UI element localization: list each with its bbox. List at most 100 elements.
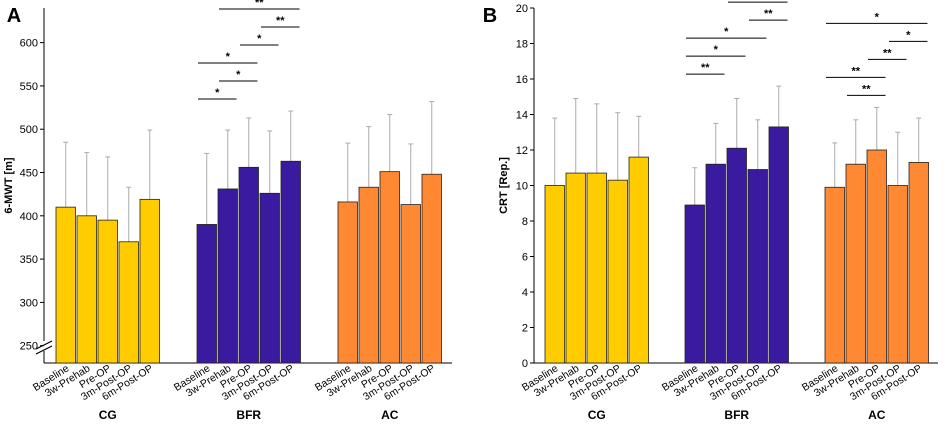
y-tick-label: 550 xyxy=(20,81,38,93)
y-tick-label: 18 xyxy=(516,39,528,51)
y-axis-title: 6-MWT [m] xyxy=(3,157,15,214)
y-tick-label: 16 xyxy=(516,74,528,86)
series-BFR: Baseline3w-PrehabPre-OP3m-Post-OP6m-Post… xyxy=(660,85,789,422)
significance-label: * xyxy=(257,33,262,45)
y-tick-label: 600 xyxy=(20,38,38,50)
bar xyxy=(358,186,379,364)
panel-label: A xyxy=(7,5,21,27)
significance-bracket: * xyxy=(889,29,928,42)
bar xyxy=(705,163,726,364)
significance-bracket: ** xyxy=(749,8,788,21)
y-tick-label: 14 xyxy=(516,110,528,122)
significance-label: ** xyxy=(883,47,892,59)
bar xyxy=(217,188,238,364)
y-tick-label: 450 xyxy=(20,168,38,180)
bar xyxy=(565,172,586,364)
bar xyxy=(908,162,929,364)
significance-bracket: ** xyxy=(826,65,886,78)
significance-label: ** xyxy=(862,83,871,95)
significance-label: * xyxy=(724,26,729,38)
y-tick-label: 300 xyxy=(20,297,38,309)
significance-label: * xyxy=(226,51,231,63)
significance-label: ** xyxy=(701,62,710,74)
significance-bracket: ** xyxy=(686,62,725,75)
bar xyxy=(280,160,301,364)
group-label: BFR xyxy=(724,408,749,422)
group-label: AC xyxy=(381,408,399,422)
significance-bracket: ** xyxy=(728,0,788,3)
y-tick-label: 2 xyxy=(522,323,528,335)
significance-label: ** xyxy=(276,15,285,27)
significance-bracket: * xyxy=(219,69,258,82)
bar xyxy=(337,201,358,364)
significance-bracket: * xyxy=(826,11,928,24)
bar xyxy=(747,169,768,364)
bar xyxy=(586,172,607,364)
significance-bracket: * xyxy=(686,26,767,39)
group-label: BFR xyxy=(236,408,261,422)
bar xyxy=(544,185,565,364)
significance-bracket: ** xyxy=(868,47,907,60)
bar xyxy=(684,204,705,364)
y-tick-label: 250 xyxy=(20,341,38,353)
y-tick-label: 350 xyxy=(20,254,38,266)
significance-label: * xyxy=(215,87,220,99)
bar xyxy=(607,179,628,364)
significance-bracket: ** xyxy=(219,0,300,10)
y-tick-label: 8 xyxy=(522,216,528,228)
series-AC: Baseline3w-PrehabPre-OP3m-Post-OP6m-Post… xyxy=(313,101,442,422)
significance-label: ** xyxy=(753,0,762,2)
significance-label: * xyxy=(236,69,241,81)
group-label: CG xyxy=(99,408,117,422)
bar xyxy=(238,166,259,364)
panel-B: B 0 2 4 6 8 10 12 14 16 18 20 CRT [Rep.] Baseline3w-P… xyxy=(483,0,938,422)
bar xyxy=(824,186,845,364)
bar xyxy=(768,126,789,364)
bar xyxy=(628,156,649,364)
bar xyxy=(259,192,280,364)
significance-label: * xyxy=(714,44,719,56)
group-label: AC xyxy=(868,408,886,422)
significance-bracket: ** xyxy=(847,83,886,96)
series-BFR: Baseline3w-PrehabPre-OP3m-Post-OP6m-Post… xyxy=(172,110,301,422)
bar xyxy=(845,163,866,364)
y-tick-label: 20 xyxy=(516,3,528,15)
y-tick-label: 0 xyxy=(522,358,528,370)
series-CG: Baseline3w-PrehabPre-OP3m-Post-OP6m-Post… xyxy=(31,129,160,422)
y-tick-label: 500 xyxy=(20,124,38,136)
significance-bracket: ** xyxy=(261,15,300,28)
series-CG: Baseline3w-PrehabPre-OP3m-Post-OP6m-Post… xyxy=(520,98,649,422)
significance-bracket: * xyxy=(686,44,746,57)
significance-label: * xyxy=(875,11,880,23)
significance-label: ** xyxy=(851,65,860,77)
significance-label: ** xyxy=(255,0,264,9)
bar xyxy=(55,206,76,364)
bar xyxy=(139,198,160,364)
y-tick-label: 12 xyxy=(516,145,528,157)
axis-break-mark xyxy=(35,345,53,355)
y-axis-title: CRT [Rep.] xyxy=(498,157,510,214)
group-label: CG xyxy=(588,408,606,422)
bar xyxy=(379,171,400,364)
y-tick-label: 400 xyxy=(20,211,38,223)
bar xyxy=(726,147,747,364)
significance-label: * xyxy=(906,29,911,41)
y-tick-label: 6 xyxy=(522,252,528,264)
bar xyxy=(118,241,139,364)
y-tick-label: 10 xyxy=(516,181,528,193)
series-AC: Baseline3w-PrehabPre-OP3m-Post-OP6m-Post… xyxy=(800,106,929,422)
significance-bracket: * xyxy=(198,51,258,64)
bar xyxy=(866,149,887,364)
bar xyxy=(97,219,118,364)
bar xyxy=(196,224,217,364)
significance-bracket: * xyxy=(198,87,237,100)
significance-label: ** xyxy=(764,8,773,20)
significance-bracket: * xyxy=(240,33,279,46)
bar xyxy=(76,215,97,364)
bar xyxy=(887,185,908,364)
axis-break-mark xyxy=(35,340,53,350)
bar xyxy=(421,173,442,364)
panel-label: B xyxy=(483,5,497,27)
y-tick-label: 4 xyxy=(522,287,528,299)
